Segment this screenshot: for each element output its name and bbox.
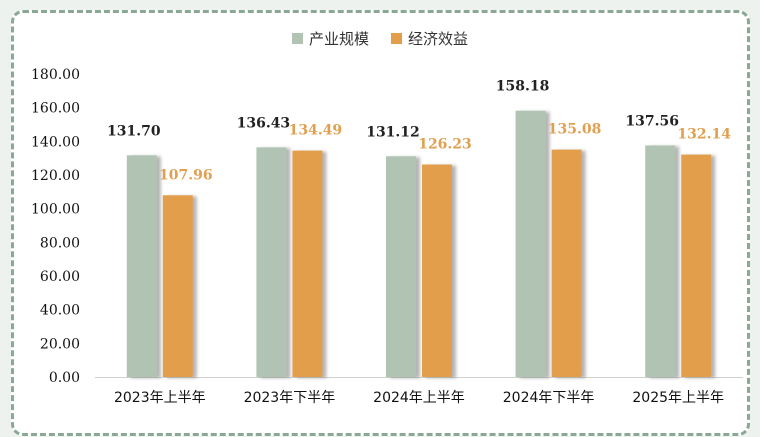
data-label: 136.43	[237, 115, 291, 131]
x-tick-label: 2024年上半年	[373, 390, 465, 406]
y-tick-label: 40.00	[40, 303, 80, 319]
data-label: 131.12	[366, 124, 420, 140]
data-label: 158.18	[496, 79, 550, 95]
bar-scale	[515, 110, 546, 377]
legend-swatch-benefit	[391, 33, 402, 44]
bar-scale	[126, 155, 157, 377]
bar-benefit	[681, 154, 712, 377]
data-label: 107.96	[159, 167, 213, 183]
legend-item-scale: 产业规模	[291, 28, 369, 49]
bar-benefit	[292, 150, 323, 377]
legend-swatch-scale	[291, 33, 303, 44]
data-label: 134.49	[289, 123, 343, 139]
data-label: 131.70	[107, 123, 161, 139]
bar-scale	[645, 145, 676, 377]
bar-benefit	[551, 149, 582, 377]
bar-benefit	[162, 195, 193, 377]
x-tick-label: 2023年上半年	[114, 390, 206, 406]
legend-label-benefit: 经济效益	[408, 30, 469, 48]
y-tick-label: 0.00	[49, 370, 80, 386]
bar-scale	[386, 156, 416, 377]
legend-label-scale: 产业规模	[308, 30, 369, 48]
x-tick-label: 2023年下半年	[244, 390, 336, 406]
y-tick-label: 100.00	[31, 202, 80, 218]
y-tick-label: 180.00	[31, 67, 80, 83]
y-tick-label: 140.00	[31, 134, 80, 150]
y-tick-label: 160.00	[31, 101, 80, 117]
y-tick-label: 80.00	[40, 235, 80, 251]
bar-benefit	[422, 164, 452, 377]
data-label: 132.14	[677, 127, 731, 143]
data-label: 135.08	[548, 122, 602, 138]
legend: 产业规模 经济效益	[0, 28, 760, 49]
y-tick-label: 120.00	[31, 168, 80, 184]
y-tick-label: 60.00	[40, 269, 80, 285]
data-label: 137.56	[625, 113, 679, 129]
y-tick-label: 20.00	[40, 336, 80, 352]
x-tick-label: 2024年下半年	[503, 390, 595, 406]
legend-item-benefit: 经济效益	[391, 28, 468, 49]
x-tick-label: 2025年上半年	[632, 390, 724, 406]
data-label: 126.23	[418, 137, 472, 153]
bar-scale	[256, 147, 287, 377]
